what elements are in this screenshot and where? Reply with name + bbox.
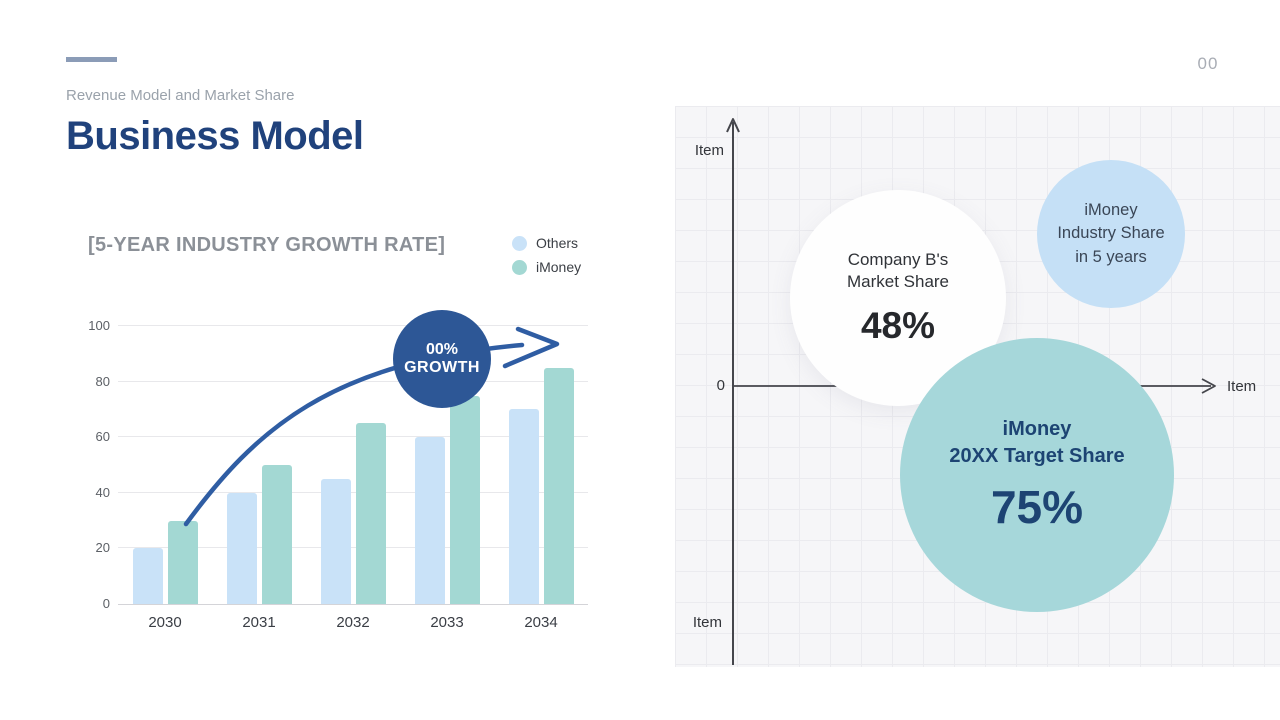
y-axis-label-bottom: Item [692,614,722,631]
gridline-0 [118,604,588,605]
bubble-caption: in 5 years [1075,247,1147,266]
bar-plot: 0 20 40 60 80 100 2030 2031 2032 2033 2034 [88,318,588,631]
legend-item-imoney: iMoney [512,255,581,279]
bar-others-2033 [415,437,445,604]
page-title: Business Model [66,114,364,158]
bar-chart-legend: Others iMoney [512,231,581,279]
slide-subtitle: Revenue Model and Market Share [66,87,295,104]
bubble-caption: Company B's [847,249,949,269]
bar-imoney-2032 [356,423,386,604]
bubble-caption: Industry Share [1057,224,1165,243]
growth-badge: 00% GROWTH [393,310,491,408]
y-axis-label-top: Item [694,142,724,159]
bar-others-2034 [509,409,539,604]
bubble-imoney-target: iMoney 20XX Target Share 75% [900,338,1174,612]
bubble-value: 48% [860,305,936,347]
page-number: 00 [1197,54,1219,73]
gridline-100 [118,325,588,326]
bar-imoney-2033 [450,395,480,604]
bubble-caption: iMoney [1002,418,1072,440]
bar-others-2030 [133,548,163,604]
y-tick-0: 0 [102,596,110,611]
growth-label: GROWTH [404,359,480,376]
x-tick-2033: 2033 [430,614,464,631]
legend-label: iMoney [536,259,582,275]
bar-imoney-2034 [544,367,574,604]
x-tick-2034: 2034 [524,614,558,631]
x-tick-2032: 2032 [336,614,370,631]
legend-item-others: Others [512,231,581,255]
bar-imoney-2030 [168,520,198,604]
gridline-80 [118,380,588,382]
x-tick-2031: 2031 [242,614,276,631]
accent-line [66,57,117,62]
bubble-imoney-industry: iMoney Industry Share in 5 years [1037,160,1185,308]
others-swatch-icon [512,235,527,251]
y-tick-80: 80 [95,373,110,389]
y-tick-100: 100 [88,318,110,333]
gridline-20 [118,547,588,549]
bubble-value: 75% [990,481,1084,533]
y-tick-40: 40 [95,484,110,500]
origin-tick-label: 0 [716,377,725,394]
x-axis-label: Item [1227,378,1257,395]
bar-others-2032 [321,478,351,604]
x-tick-2030: 2030 [148,614,182,631]
y-tick-60: 60 [95,429,110,445]
bubble-caption: iMoney [1084,201,1138,220]
y-tick-20: 20 [95,540,110,556]
market-share-panel: Item 0 Item Item Company B's Market Shar… [675,106,1280,667]
imoney-swatch-icon [512,259,527,275]
bar-others-2031 [227,492,257,604]
growth-percent: 00% [425,341,459,358]
bar-chart-title: [5-YEAR INDUSTRY GROWTH RATE] [88,234,446,256]
bubble-caption: Market Share [846,272,950,291]
bubble-caption: 20XX Target Share [949,445,1125,467]
legend-label: Others [536,235,579,251]
bar-imoney-2031 [262,465,292,604]
